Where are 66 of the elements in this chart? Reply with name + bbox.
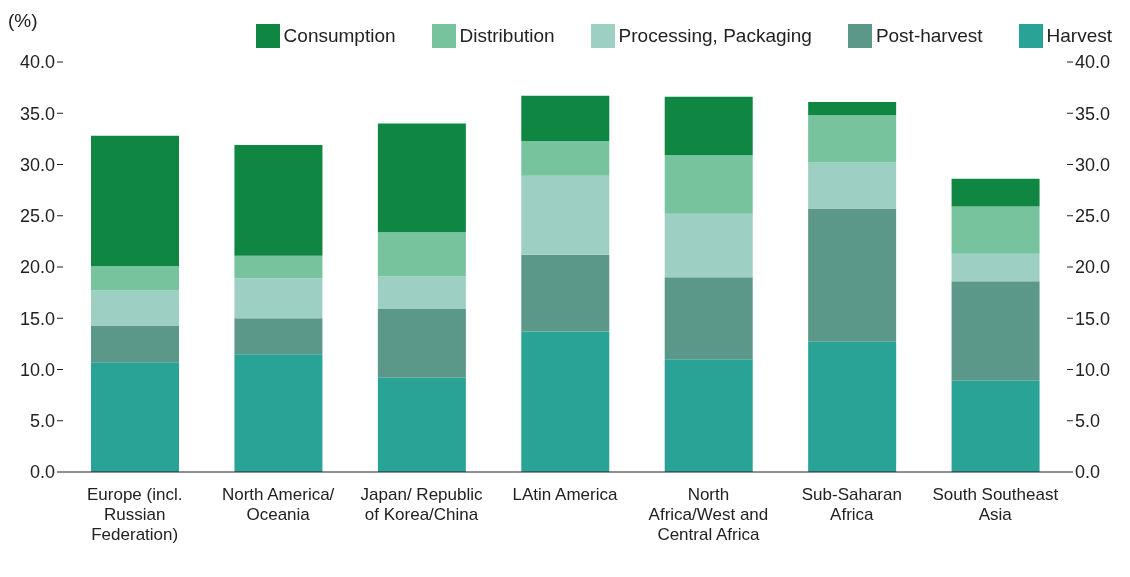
- bar: [234, 278, 323, 319]
- bar: [234, 318, 323, 355]
- y-axis-title: (%): [8, 9, 39, 32]
- bar: [951, 281, 1040, 381]
- bar: [91, 362, 179, 472]
- x-tick-label: South Southeast Asia: [932, 485, 1059, 524]
- bar: [521, 95, 610, 141]
- y2-tick-label: 20.0: [1075, 257, 1111, 278]
- bar: [91, 325, 179, 363]
- y2-tick-label: 25.0: [1075, 206, 1111, 227]
- x-tick-label: Europe (incl. Russian Federation): [87, 485, 183, 544]
- bar: [951, 253, 1040, 282]
- bar: [377, 309, 466, 378]
- bar: [808, 208, 897, 342]
- bar: [664, 155, 753, 214]
- bar: [377, 232, 466, 277]
- legend-label: Harvest: [1046, 25, 1112, 47]
- bar: [664, 96, 753, 156]
- y-tick-label: 35.0: [19, 103, 55, 124]
- bar: [377, 123, 466, 233]
- bar: [808, 341, 897, 472]
- y-tick-label: 15.0: [19, 308, 55, 329]
- legend-label: Post-harvest: [875, 25, 983, 47]
- bar: [664, 359, 753, 472]
- bar: [521, 175, 610, 255]
- legend-label: Processing, Packaging: [618, 25, 812, 47]
- legend-label: Consumption: [283, 25, 396, 47]
- bar: [521, 331, 610, 472]
- y2-tick-label: 0.0: [1075, 462, 1101, 483]
- bar: [91, 265, 179, 291]
- bar: [377, 276, 466, 310]
- y2-tick-label: 15.0: [1075, 308, 1111, 329]
- bar: [808, 101, 897, 116]
- y-tick-label: 5.0: [29, 411, 55, 432]
- bar: [377, 377, 466, 472]
- y2-tick-label: 35.0: [1075, 103, 1111, 124]
- bar: [234, 354, 323, 472]
- bar: [521, 140, 610, 176]
- bar: [808, 162, 897, 209]
- legend-label: Distribution: [459, 25, 555, 47]
- bar: [664, 213, 753, 278]
- bar: [91, 290, 179, 326]
- bar: [808, 115, 897, 163]
- y2-tick-label: 40.0: [1075, 52, 1111, 73]
- y2-tick-label: 30.0: [1075, 154, 1111, 175]
- bar: [521, 254, 610, 332]
- x-tick-label: North Africa/West and Central Africa: [648, 485, 769, 544]
- x-tick-label: Sub-Saharan Africa: [801, 485, 902, 524]
- bar: [951, 380, 1040, 472]
- y-tick-label: 40.0: [19, 52, 55, 73]
- y-tick-label: 30.0: [19, 154, 55, 175]
- y-tick-label: 20.0: [19, 257, 55, 278]
- y2-tick-label: 5.0: [1075, 411, 1101, 432]
- y-tick-label: 0.0: [29, 462, 55, 483]
- bar: [234, 145, 323, 256]
- bar: [91, 135, 179, 266]
- y-tick-label: 25.0: [19, 206, 55, 227]
- bar: [234, 255, 323, 279]
- bar: [664, 277, 753, 360]
- x-tick-label: North America/ Oceania: [221, 485, 335, 524]
- x-tick-label: Japan/ Republic of Korea/China: [360, 485, 484, 524]
- y-tick-label: 10.0: [19, 359, 55, 380]
- x-tick-label: LAtin America: [512, 485, 618, 504]
- bar: [951, 206, 1040, 254]
- y2-tick-label: 10.0: [1075, 359, 1111, 380]
- bar: [951, 178, 1040, 207]
